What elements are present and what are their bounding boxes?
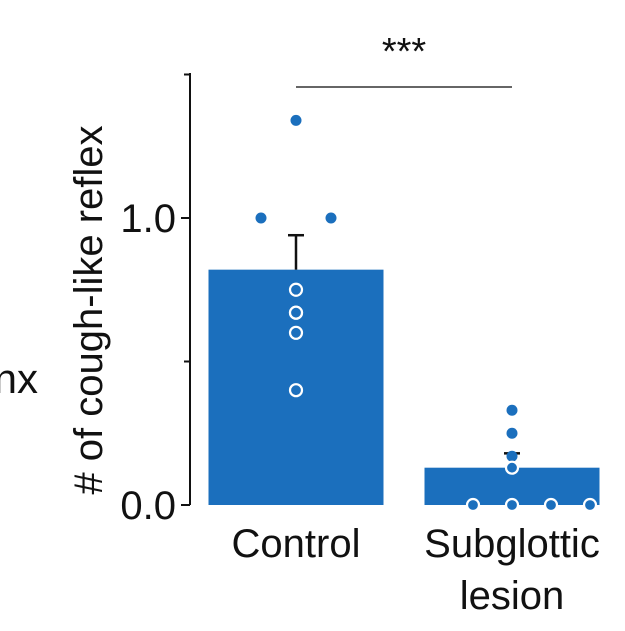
x-labels-group: Control Subglottic lesion xyxy=(232,522,600,618)
data-point-open xyxy=(504,497,520,513)
data-points-group xyxy=(255,114,598,513)
y-tick-label: 0.0 xyxy=(120,484,176,528)
y-tick-label: 1.0 xyxy=(120,197,176,241)
data-point-open xyxy=(504,460,520,475)
y-ticks-group: 0.0 1.0 xyxy=(120,73,190,528)
data-point-open xyxy=(582,497,598,513)
data-point-open xyxy=(543,497,559,513)
data-point-open xyxy=(288,325,304,340)
x-tick-label: Subglottic xyxy=(424,522,600,566)
x-tick-label: lesion xyxy=(460,574,565,618)
data-point-open xyxy=(288,383,304,398)
data-point-filled xyxy=(255,212,267,224)
left-cropped-label: nx xyxy=(0,355,38,402)
y-axis-label: # of cough-like reflex xyxy=(67,125,111,494)
bars-group xyxy=(208,269,600,505)
data-point-filled xyxy=(506,404,518,416)
significance-stars: *** xyxy=(382,31,427,73)
data-point-open xyxy=(288,305,304,320)
data-point-open xyxy=(288,282,304,297)
data-point-filled xyxy=(325,212,337,224)
data-point-filled xyxy=(290,114,302,126)
data-point-filled xyxy=(506,427,518,439)
data-point-filled xyxy=(506,450,518,462)
x-tick-label: Control xyxy=(232,522,361,566)
data-point-open xyxy=(465,497,481,513)
